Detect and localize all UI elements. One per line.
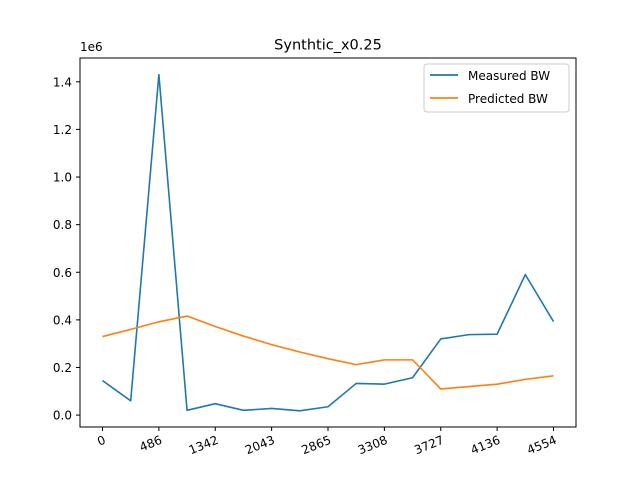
y-tick-label: 1.0 bbox=[53, 171, 72, 185]
legend-box bbox=[423, 63, 570, 113]
plot-frame bbox=[79, 57, 577, 428]
y-tick-label: 0.6 bbox=[53, 266, 72, 280]
y-offset-label: 1e6 bbox=[80, 40, 103, 54]
series-layer bbox=[102, 73, 555, 412]
legend-label-measured-bw: Measured BW bbox=[468, 69, 550, 83]
legend-label-predicted-bw: Predicted BW bbox=[468, 92, 548, 106]
y-tick-label: 0.2 bbox=[53, 361, 72, 375]
y-tick-label: 1.4 bbox=[53, 75, 72, 89]
y-axis-ticks: 0.0 0.2 0.4 0.6 0.8 1.0 1.2 1.4 bbox=[53, 75, 80, 423]
chart-title: Synthtic_x0.25 bbox=[274, 38, 382, 54]
series-line-measured-bw bbox=[102, 73, 555, 412]
y-tick-label: 0.0 bbox=[53, 409, 72, 423]
y-tick-label: 0.8 bbox=[53, 218, 72, 232]
y-tick-label: 0.4 bbox=[53, 313, 72, 327]
legend: Measured BW Predicted BW bbox=[423, 63, 570, 113]
series-line-predicted-bw bbox=[102, 315, 554, 390]
y-tick-label: 1.2 bbox=[53, 123, 72, 137]
